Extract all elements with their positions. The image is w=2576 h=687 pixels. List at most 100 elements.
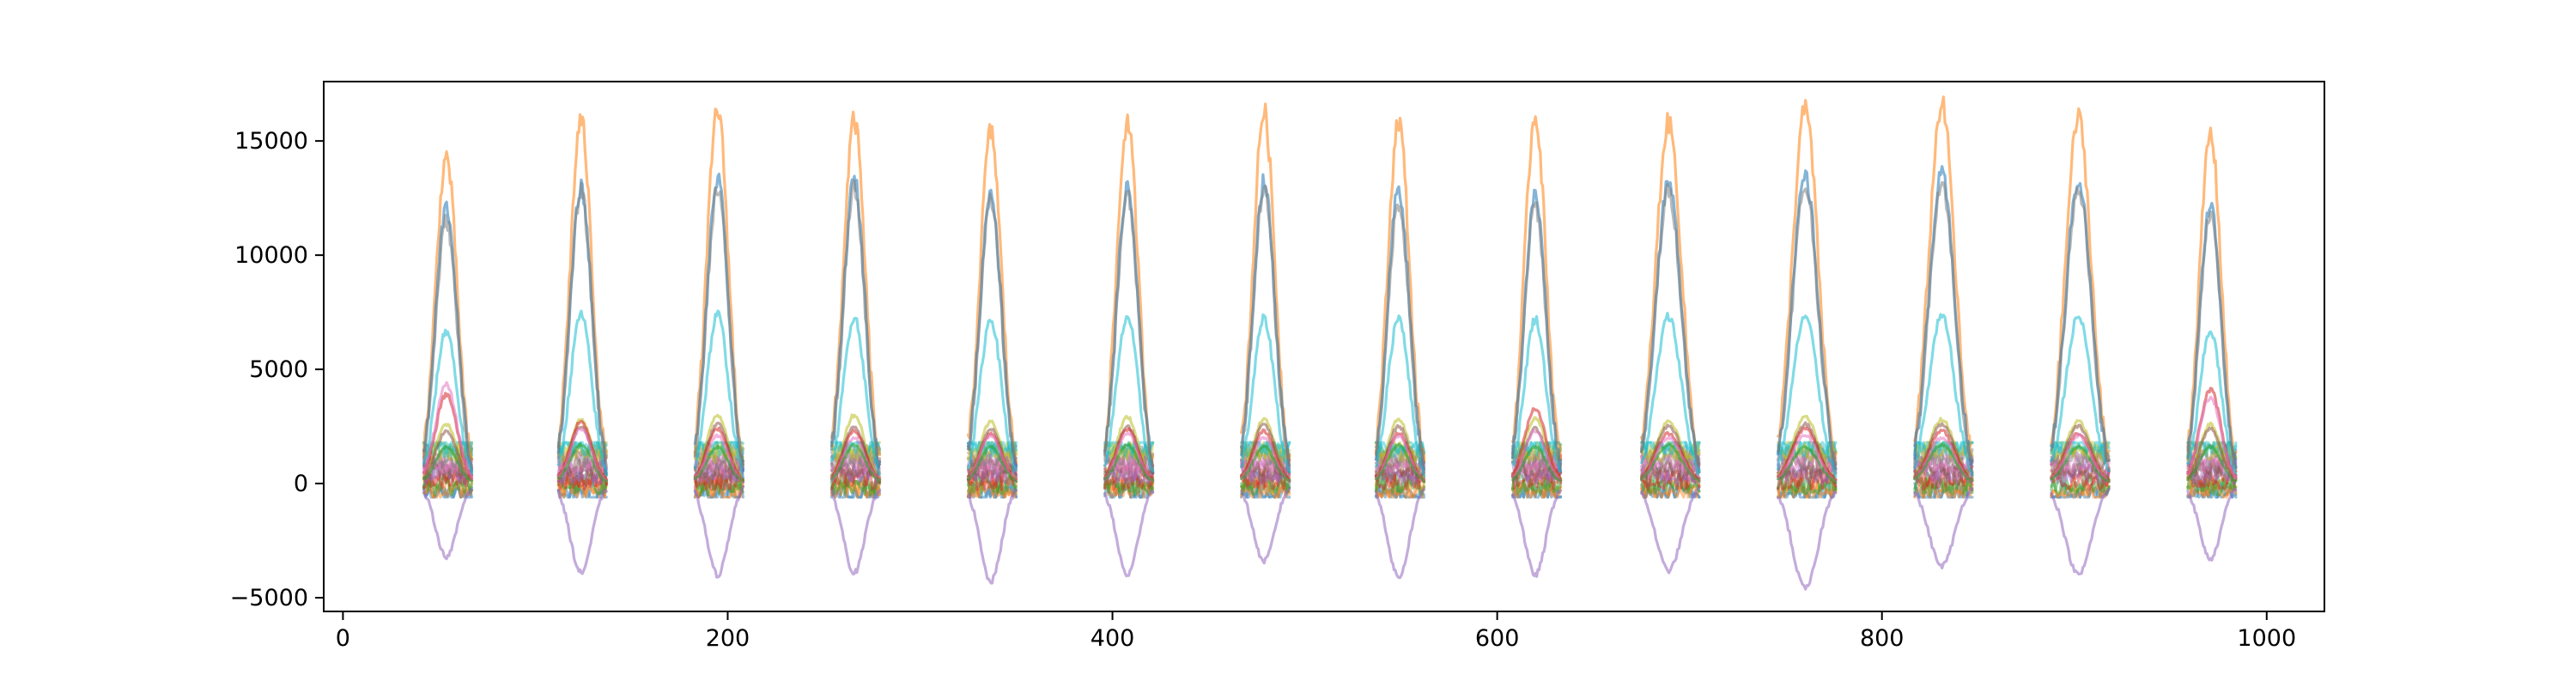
noise-trace <box>2050 441 2111 455</box>
noise-trace <box>966 476 1018 499</box>
noise-trace <box>1913 482 1974 499</box>
noise-trace <box>1103 473 1155 496</box>
series-trace <box>422 488 474 561</box>
noise-trace <box>966 473 1018 496</box>
noise-trace <box>1777 482 1838 499</box>
noise-trace <box>2050 441 2111 463</box>
noise-trace <box>556 481 608 499</box>
noise-trace <box>2050 477 2111 499</box>
series-trace <box>1103 314 1155 472</box>
series-trace <box>1240 184 1291 471</box>
axis-ticks: 0 200 400 600 800 1000 −5000 0 5000 10000 15000 <box>230 128 2296 652</box>
noise-trace <box>1240 483 1291 499</box>
x-tick-label: 1000 <box>2237 625 2296 652</box>
noise-trace <box>1240 471 1291 492</box>
noise-trace <box>2050 469 2111 491</box>
series-trace <box>1913 487 1974 570</box>
noise-trace <box>966 467 1018 491</box>
noise-trace <box>693 465 745 489</box>
noise-trace <box>829 479 882 499</box>
noise-trace <box>1103 478 1155 499</box>
noise-trace <box>1510 441 1563 461</box>
noise-trace <box>1640 471 1701 494</box>
series-trace <box>966 319 1018 473</box>
series-trace <box>422 328 474 475</box>
noise-trace <box>966 471 1018 494</box>
series-trace <box>693 186 745 470</box>
series-trace <box>1510 201 1563 469</box>
noise-trace <box>693 484 745 499</box>
noise-trace <box>966 441 1018 461</box>
y-tick-label: 10000 <box>234 242 308 269</box>
noise-trace <box>1640 479 1701 499</box>
noise-trace <box>2050 483 2111 499</box>
series-trace <box>2050 106 2111 463</box>
series-trace <box>1640 442 1701 483</box>
noise-trace <box>829 473 882 496</box>
noise-trace <box>1777 476 1838 499</box>
noise-trace <box>693 473 745 497</box>
series-trace <box>1240 445 1291 483</box>
series-trace <box>1103 189 1155 473</box>
x-tick-label: 0 <box>336 625 350 652</box>
noise-trace <box>2050 463 2111 486</box>
series-trace <box>829 436 882 482</box>
noise-trace <box>966 479 1018 499</box>
noise-trace <box>966 482 1018 499</box>
noise-trace <box>1103 471 1155 494</box>
noise-trace <box>556 478 608 499</box>
series-trace <box>422 445 474 483</box>
noise-trace <box>1640 477 1701 499</box>
series-trace <box>2050 445 2111 483</box>
series-trace <box>1374 314 1426 479</box>
series-trace <box>1510 429 1563 482</box>
series-trace <box>1240 313 1291 473</box>
noise-trace <box>422 482 474 499</box>
noise-trace <box>1240 481 1291 499</box>
noise-trace <box>556 483 608 499</box>
series-trace <box>829 316 882 476</box>
noise-trace <box>1510 482 1563 499</box>
noise-trace <box>829 472 882 494</box>
noise-trace <box>1510 468 1563 490</box>
noise-trace <box>1913 465 1974 488</box>
noise-trace <box>1240 441 1291 458</box>
series-trace <box>556 489 608 575</box>
series-trace <box>966 445 1018 483</box>
noise-trace <box>1374 468 1426 491</box>
noise-trace <box>829 484 882 499</box>
series-trace <box>829 489 882 576</box>
noise-trace <box>1510 471 1563 494</box>
series-trace <box>829 110 882 457</box>
noise-trace <box>693 479 745 499</box>
noise-trace <box>2050 445 2111 466</box>
noise-trace <box>693 441 745 459</box>
noise-trace <box>2050 441 2111 460</box>
series-trace <box>1640 182 1701 474</box>
noise-trace <box>829 476 882 499</box>
noise-trace <box>1640 441 1701 461</box>
noise-trace <box>556 471 608 491</box>
series-trace <box>1240 486 1291 565</box>
noise-trace <box>1640 484 1701 499</box>
noise-trace <box>1510 485 1563 499</box>
noise-trace <box>2050 479 2111 499</box>
noise-trace <box>422 479 474 499</box>
series-trace <box>2186 487 2238 562</box>
noise-trace <box>1640 443 1701 467</box>
noise-trace <box>1640 441 1701 464</box>
series-trace <box>829 179 882 465</box>
y-tick-label: 5000 <box>249 356 308 383</box>
noise-trace <box>1777 471 1838 495</box>
noise-trace <box>2186 476 2238 498</box>
series-trace <box>2186 395 2238 481</box>
noise-trace <box>1913 441 1974 460</box>
noise-trace <box>2186 471 2238 493</box>
noise-trace <box>1103 481 1155 499</box>
noise-trace <box>829 441 882 463</box>
noise-trace <box>693 471 745 494</box>
series-trace <box>1103 431 1155 483</box>
y-tick-label: −5000 <box>230 585 308 611</box>
series-trace <box>1510 489 1563 578</box>
